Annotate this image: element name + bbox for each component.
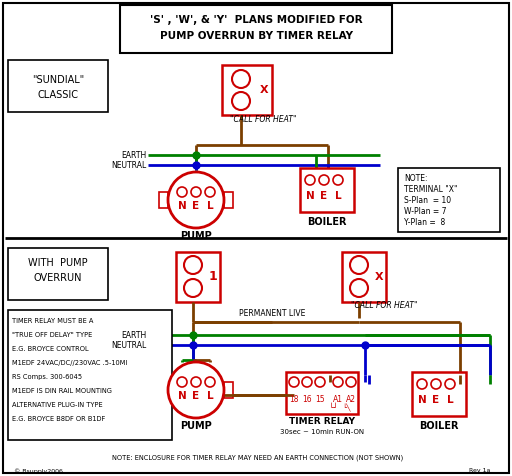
Text: NOTE:: NOTE: <box>404 174 428 183</box>
FancyBboxPatch shape <box>224 382 233 398</box>
Text: "SUNDIAL": "SUNDIAL" <box>32 75 84 85</box>
Circle shape <box>445 379 455 389</box>
Text: PERMANENT LIVE: PERMANENT LIVE <box>239 308 305 317</box>
Circle shape <box>431 379 441 389</box>
Text: W-Plan = 7: W-Plan = 7 <box>404 207 446 216</box>
Circle shape <box>184 279 202 297</box>
Circle shape <box>289 377 299 387</box>
Text: N: N <box>418 395 426 405</box>
Text: Y-Plan =  8: Y-Plan = 8 <box>404 218 445 227</box>
Text: L: L <box>335 191 342 201</box>
FancyBboxPatch shape <box>412 372 466 416</box>
Circle shape <box>305 175 315 185</box>
Text: 18: 18 <box>289 396 298 405</box>
FancyBboxPatch shape <box>159 192 168 208</box>
FancyBboxPatch shape <box>8 248 108 300</box>
Text: E.G. BROYCE B8DF OR B1DF: E.G. BROYCE B8DF OR B1DF <box>12 416 105 422</box>
Circle shape <box>177 187 187 197</box>
Circle shape <box>205 187 215 197</box>
Text: X: X <box>375 272 383 282</box>
Text: L: L <box>446 395 453 405</box>
Text: "TRUE OFF DELAY" TYPE: "TRUE OFF DELAY" TYPE <box>12 332 92 338</box>
Circle shape <box>350 256 368 274</box>
Text: S-Plan  = 10: S-Plan = 10 <box>404 196 451 205</box>
Text: PUMP OVERRUN BY TIMER RELAY: PUMP OVERRUN BY TIMER RELAY <box>160 31 352 41</box>
Circle shape <box>232 70 250 88</box>
FancyBboxPatch shape <box>286 372 358 414</box>
FancyBboxPatch shape <box>342 252 386 302</box>
Circle shape <box>417 379 427 389</box>
Text: © Bsupply2006: © Bsupply2006 <box>14 468 63 474</box>
Text: E: E <box>193 391 200 401</box>
Text: M1EDF 24VAC/DC//230VAC .5-10MI: M1EDF 24VAC/DC//230VAC .5-10MI <box>12 360 127 366</box>
Text: PUMP: PUMP <box>180 231 212 241</box>
Text: TIMER RELAY MUST BE A: TIMER RELAY MUST BE A <box>12 318 93 324</box>
Text: └╲: └╲ <box>342 404 350 412</box>
Text: CLASSIC: CLASSIC <box>37 90 78 100</box>
Text: ALTERNATIVE PLUG-IN TYPE: ALTERNATIVE PLUG-IN TYPE <box>12 402 102 408</box>
Text: E.G. BROYCE CONTROL: E.G. BROYCE CONTROL <box>12 346 89 352</box>
Text: L: L <box>207 391 214 401</box>
Text: E: E <box>321 191 328 201</box>
Circle shape <box>184 256 202 274</box>
FancyBboxPatch shape <box>222 65 272 115</box>
Text: "CALL FOR HEAT": "CALL FOR HEAT" <box>351 301 417 310</box>
Circle shape <box>168 362 224 418</box>
Text: WITH  PUMP: WITH PUMP <box>28 258 88 268</box>
Circle shape <box>168 172 224 228</box>
Circle shape <box>191 187 201 197</box>
Text: L: L <box>207 201 214 211</box>
Text: BOILER: BOILER <box>307 217 347 227</box>
Text: OVERRUN: OVERRUN <box>34 273 82 283</box>
Text: N: N <box>178 391 186 401</box>
Circle shape <box>177 377 187 387</box>
FancyBboxPatch shape <box>176 252 220 302</box>
FancyBboxPatch shape <box>224 192 233 208</box>
Text: 'S' , 'W', & 'Y'  PLANS MODIFIED FOR: 'S' , 'W', & 'Y' PLANS MODIFIED FOR <box>150 15 362 25</box>
Circle shape <box>350 279 368 297</box>
Text: A2: A2 <box>346 396 356 405</box>
Text: M1EDF IS DIN RAIL MOUNTING: M1EDF IS DIN RAIL MOUNTING <box>12 388 112 394</box>
FancyBboxPatch shape <box>398 168 500 232</box>
Circle shape <box>333 175 343 185</box>
Circle shape <box>205 377 215 387</box>
Text: Rev 1a: Rev 1a <box>468 468 490 473</box>
Circle shape <box>346 377 356 387</box>
FancyBboxPatch shape <box>300 168 354 212</box>
Circle shape <box>319 175 329 185</box>
Text: RS Comps. 300-6045: RS Comps. 300-6045 <box>12 374 82 380</box>
Text: TERMINAL "X": TERMINAL "X" <box>404 185 458 194</box>
Text: 1: 1 <box>208 270 218 284</box>
Circle shape <box>191 377 201 387</box>
FancyBboxPatch shape <box>3 3 509 473</box>
FancyBboxPatch shape <box>8 60 108 112</box>
Text: NOTE: ENCLOSURE FOR TIMER RELAY MAY NEED AN EARTH CONNECTION (NOT SHOWN): NOTE: ENCLOSURE FOR TIMER RELAY MAY NEED… <box>112 455 403 461</box>
Text: X: X <box>260 85 268 95</box>
Text: "CALL FOR HEAT": "CALL FOR HEAT" <box>230 115 296 123</box>
Text: 15: 15 <box>315 396 325 405</box>
Text: EARTH: EARTH <box>121 330 146 339</box>
Text: E: E <box>433 395 440 405</box>
FancyBboxPatch shape <box>8 310 172 440</box>
Circle shape <box>315 377 325 387</box>
Text: PUMP: PUMP <box>180 421 212 431</box>
FancyBboxPatch shape <box>159 382 168 398</box>
Text: TIMER RELAY: TIMER RELAY <box>289 417 355 426</box>
FancyBboxPatch shape <box>120 5 392 53</box>
Text: NEUTRAL: NEUTRAL <box>111 340 146 349</box>
Text: BOILER: BOILER <box>419 421 459 431</box>
Text: └┘: └┘ <box>329 404 339 413</box>
Circle shape <box>302 377 312 387</box>
Text: E: E <box>193 201 200 211</box>
Circle shape <box>333 377 343 387</box>
Text: 30sec ~ 10min RUN-ON: 30sec ~ 10min RUN-ON <box>280 429 364 435</box>
Text: N: N <box>178 201 186 211</box>
Circle shape <box>232 92 250 110</box>
Text: NEUTRAL: NEUTRAL <box>111 160 146 169</box>
Text: 16: 16 <box>302 396 312 405</box>
Text: N: N <box>306 191 314 201</box>
Text: A1: A1 <box>333 396 343 405</box>
Text: EARTH: EARTH <box>121 150 146 159</box>
